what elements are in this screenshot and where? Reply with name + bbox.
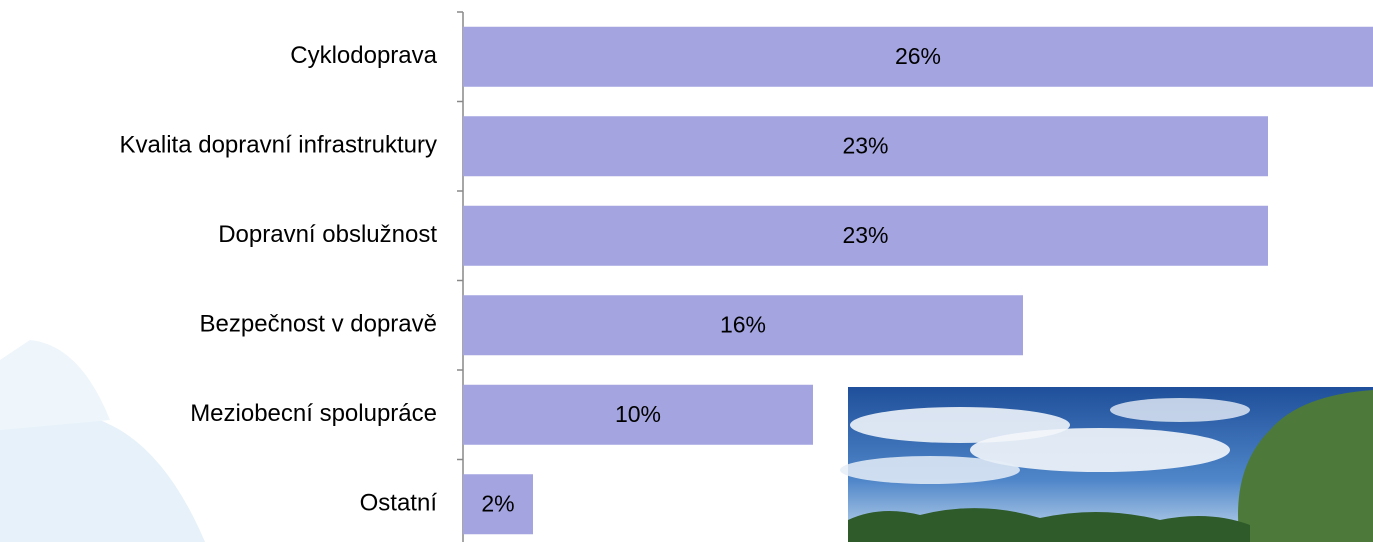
- data-label: 2%: [481, 490, 514, 516]
- category-label: Bezpečnost v dopravě: [200, 311, 437, 338]
- bar: [463, 26, 1373, 87]
- data-label: 10%: [615, 401, 661, 427]
- data-label: 26%: [895, 43, 941, 69]
- category-label: Ostatní: [360, 490, 438, 517]
- bar: [463, 474, 533, 535]
- background-shape: [0, 409, 205, 542]
- bar: [463, 295, 1023, 356]
- category-label: Meziobecní spolupráce: [190, 400, 437, 427]
- data-label: 23%: [842, 222, 888, 248]
- data-label: 23%: [842, 132, 888, 158]
- category-label: Cyklodoprava: [290, 42, 437, 69]
- category-label: Kvalita dopravní infrastruktury: [120, 132, 437, 159]
- bar: [463, 116, 1268, 177]
- bar: [463, 384, 813, 445]
- category-label: Dopravní obslužnost: [218, 221, 437, 248]
- background-shape: [0, 340, 110, 430]
- bar: [463, 205, 1268, 266]
- data-label: 16%: [720, 311, 766, 337]
- photo: [840, 387, 1373, 542]
